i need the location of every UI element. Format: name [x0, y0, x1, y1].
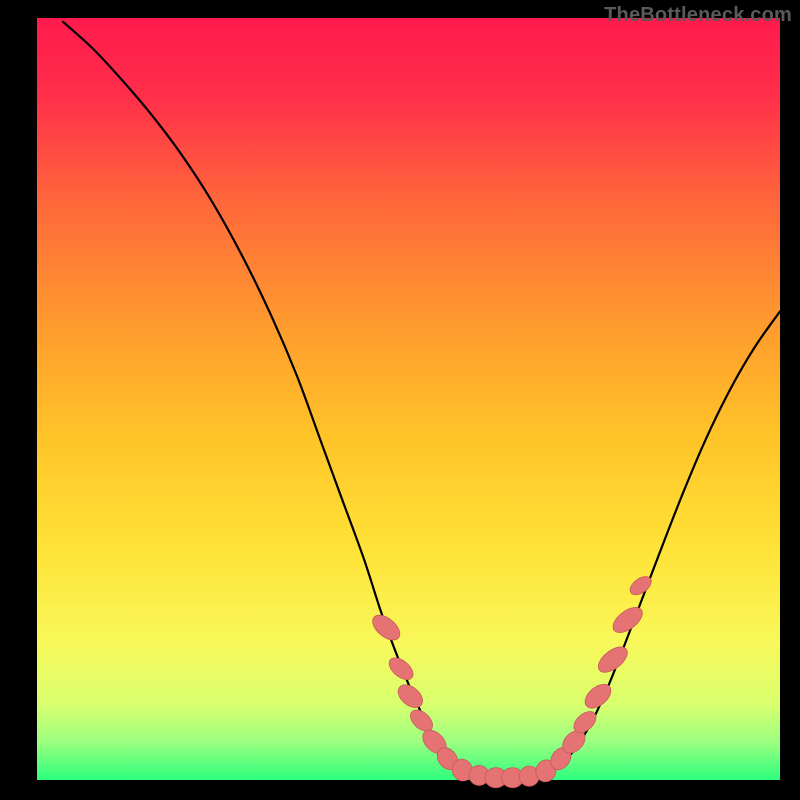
bottleneck-chart: [0, 0, 800, 800]
watermark-text: TheBottleneck.com: [604, 4, 792, 27]
chart-container: TheBottleneck.com: [0, 0, 800, 800]
